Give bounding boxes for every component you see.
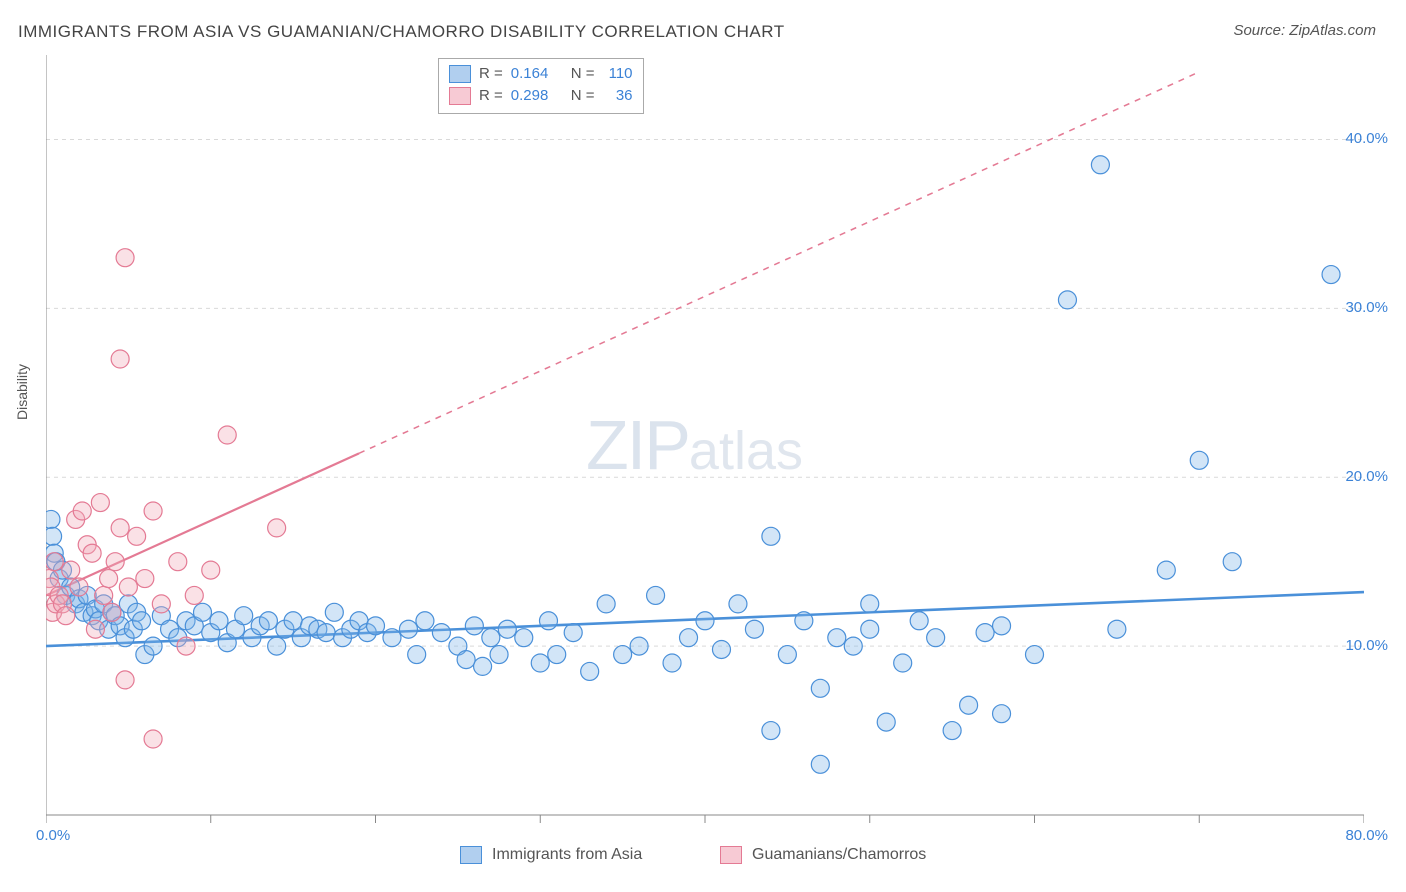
legend-n-label: N = <box>571 63 595 85</box>
series-legend-guam: Guamanians/Chamorros <box>720 846 926 864</box>
chart-title: IMMIGRANTS FROM ASIA VS GUAMANIAN/CHAMOR… <box>18 22 785 42</box>
legend-series-label: Immigrants from Asia <box>492 846 642 864</box>
legend-row: R = 0.298 N = 36 <box>449 85 633 107</box>
legend-swatch <box>449 65 471 83</box>
legend-r-value: 0.164 <box>511 63 563 85</box>
legend-r-label: R = <box>479 85 503 107</box>
series-legend-asia: Immigrants from Asia <box>460 846 642 864</box>
legend-n-label: N = <box>571 85 595 107</box>
correlation-legend: R = 0.164 N = 110 R = 0.298 N = 36 <box>438 58 644 114</box>
legend-r-value: 0.298 <box>511 85 563 107</box>
legend-n-value: 110 <box>603 63 633 85</box>
legend-swatch <box>720 846 742 864</box>
x-tick-label: 0.0% <box>36 827 70 844</box>
y-tick-label: 20.0% <box>1345 468 1388 485</box>
legend-row: R = 0.164 N = 110 <box>449 63 633 85</box>
y-axis-label: Disability <box>14 364 30 420</box>
legend-swatch <box>460 846 482 864</box>
legend-n-value: 36 <box>603 85 633 107</box>
y-tick-label: 10.0% <box>1345 637 1388 654</box>
x-tick-label: 80.0% <box>1345 827 1388 844</box>
legend-swatch <box>449 87 471 105</box>
legend-r-label: R = <box>479 63 503 85</box>
source-attribution: Source: ZipAtlas.com <box>1233 22 1376 39</box>
y-tick-label: 30.0% <box>1345 299 1388 316</box>
scatter-chart <box>46 55 1364 843</box>
y-tick-label: 40.0% <box>1345 130 1388 147</box>
chart-area: ZIPatlas <box>46 55 1364 835</box>
legend-series-label: Guamanians/Chamorros <box>752 846 926 864</box>
